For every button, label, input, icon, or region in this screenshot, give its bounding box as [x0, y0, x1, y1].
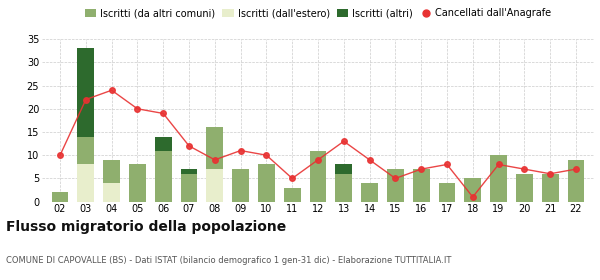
Bar	[439, 183, 455, 202]
Bar	[206, 169, 223, 202]
Bar	[387, 169, 404, 202]
Bar	[232, 169, 249, 202]
Bar	[258, 164, 275, 202]
Bar	[335, 174, 352, 202]
Bar	[542, 174, 559, 202]
Text: Flusso migratorio della popolazione: Flusso migratorio della popolazione	[6, 220, 286, 234]
Bar	[206, 127, 223, 169]
Bar	[77, 164, 94, 202]
Bar	[77, 48, 94, 137]
Bar	[77, 137, 94, 164]
Bar	[413, 169, 430, 202]
Bar	[103, 183, 120, 202]
Bar	[52, 192, 68, 202]
Bar	[181, 174, 197, 202]
Bar	[464, 178, 481, 202]
Text: COMUNE DI CAPOVALLE (BS) - Dati ISTAT (bilancio demografico 1 gen-31 dic) - Elab: COMUNE DI CAPOVALLE (BS) - Dati ISTAT (b…	[6, 256, 451, 265]
Bar	[155, 137, 172, 151]
Bar	[310, 151, 326, 202]
Bar	[181, 169, 197, 174]
Bar	[361, 183, 378, 202]
Bar	[103, 160, 120, 183]
Bar	[335, 164, 352, 174]
Bar	[568, 160, 584, 202]
Bar	[155, 151, 172, 202]
Bar	[284, 188, 301, 202]
Bar	[129, 164, 146, 202]
Bar	[516, 174, 533, 202]
Legend: Iscritti (da altri comuni), Iscritti (dall'estero), Iscritti (altri), Cancellati: Iscritti (da altri comuni), Iscritti (da…	[85, 8, 551, 18]
Bar	[490, 155, 507, 202]
